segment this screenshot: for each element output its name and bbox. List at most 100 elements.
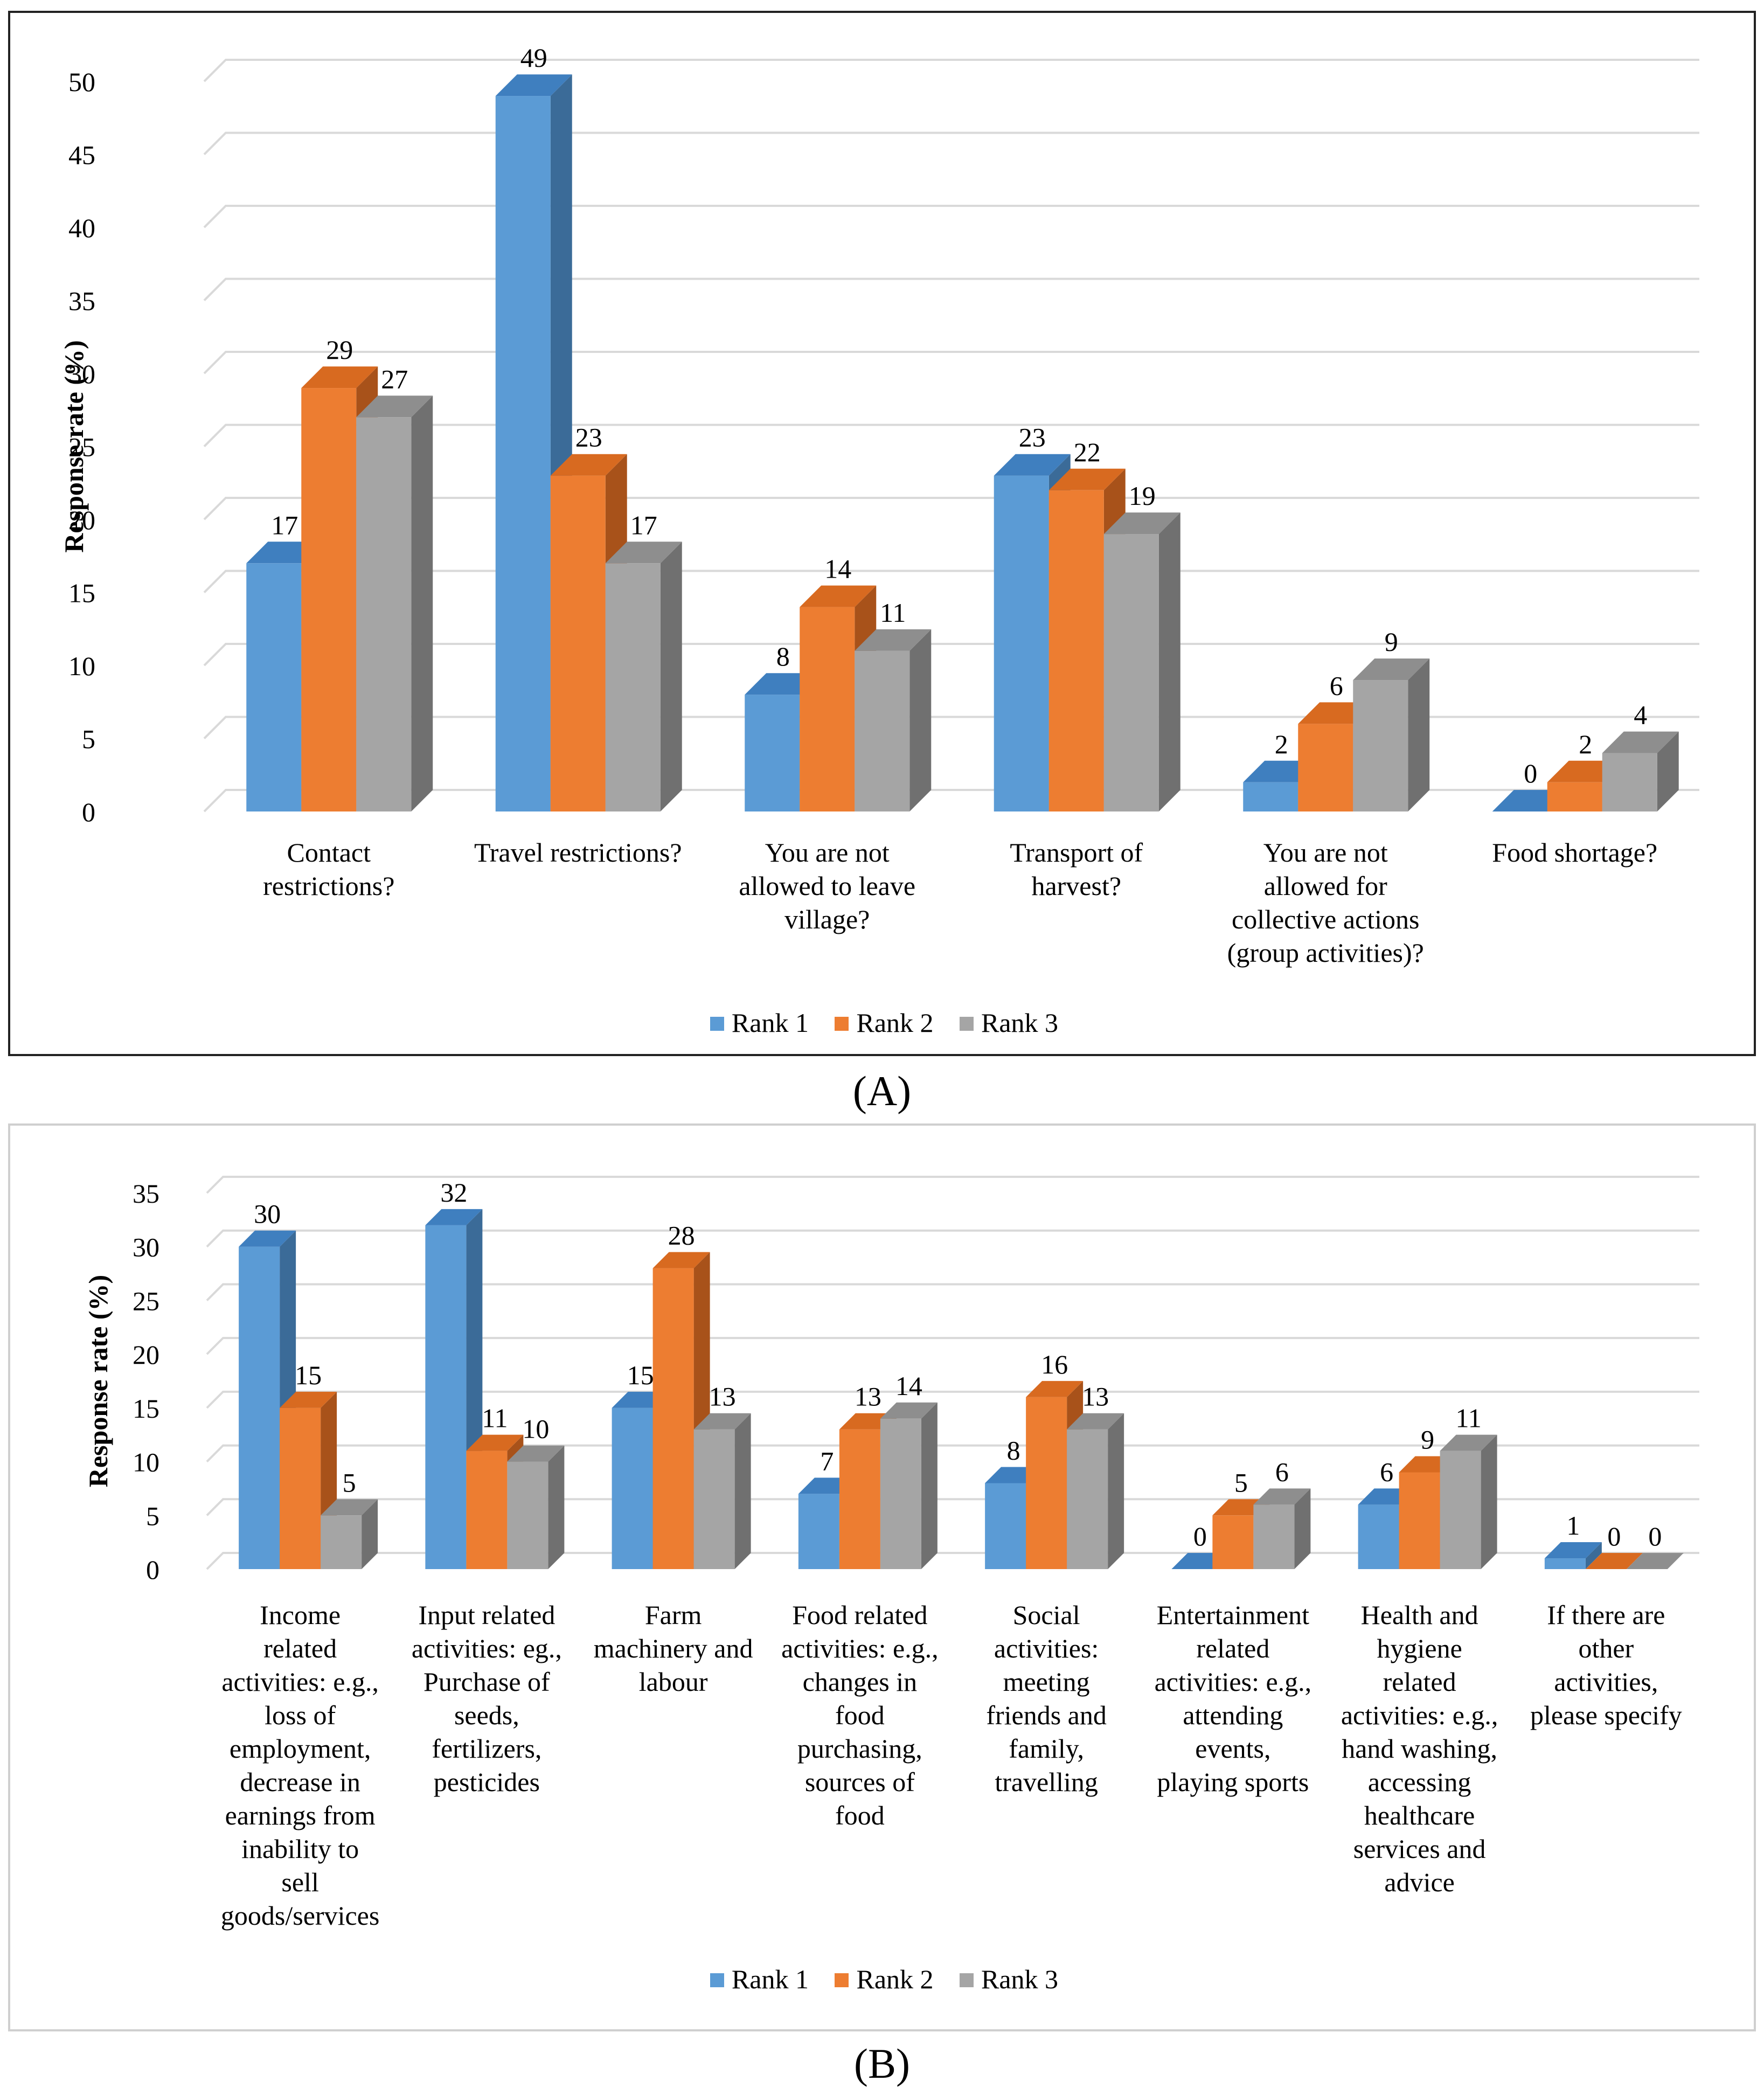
x-category-label: purchasing, [797, 1733, 922, 1764]
data-label: 6 [1380, 1456, 1393, 1487]
y-tick-label: 35 [133, 1178, 159, 1209]
panel-label-b: (B) [854, 2040, 910, 2087]
bar-top [1026, 1381, 1084, 1397]
gridline [203, 789, 1699, 813]
legend-label: Rank 2 [856, 1008, 934, 1038]
data-label: 8 [1007, 1435, 1020, 1465]
data-label: 1 [1566, 1510, 1580, 1541]
x-category-label: activities, [1554, 1667, 1658, 1697]
data-label: 15 [295, 1360, 322, 1390]
chart-a-legend: Rank 1 Rank 2 Rank 3 [10, 1007, 1758, 1038]
bar-side [734, 1413, 751, 1569]
x-category-label: Food shortage? [1492, 837, 1657, 868]
y-tick-label: 50 [68, 67, 95, 97]
legend-swatch-rank2 [835, 1016, 849, 1031]
y-tick-label: 35 [68, 286, 95, 316]
bar-side [660, 542, 682, 811]
gridline [206, 1176, 1699, 1194]
data-label: 10 [522, 1414, 549, 1444]
x-category-label: travelling [995, 1767, 1098, 1797]
chart-panel-b: 0 5 10 15 20 25 30 35 Response rate (%) 30 15 5 Inco… [8, 1123, 1756, 2031]
bar-side [921, 1402, 937, 1569]
data-label: 23 [1019, 422, 1046, 453]
data-label: 2 [1579, 729, 1592, 759]
bar [301, 388, 357, 811]
data-label: 19 [1129, 481, 1156, 511]
bar [356, 417, 412, 811]
gridline [206, 1337, 1699, 1355]
y-tick-label: 30 [133, 1232, 159, 1262]
bar-top [425, 1209, 483, 1225]
x-category-label: harvest? [1031, 871, 1121, 901]
legend-label: Rank 3 [981, 1008, 1059, 1038]
bar-top [800, 585, 877, 607]
x-category-label: related [1196, 1633, 1269, 1663]
gridline [206, 1390, 1699, 1409]
x-category-label: employment, [230, 1733, 371, 1764]
x-category-label: services and [1353, 1834, 1486, 1864]
bar-top [1626, 1553, 1684, 1569]
bar [466, 1451, 508, 1569]
bar-side [1294, 1488, 1311, 1569]
bar-top [880, 1402, 937, 1419]
chart-panel-a: 0 5 10 15 20 25 30 35 40 45 50 Response rate (%) 17 2… [8, 11, 1756, 1056]
x-category-label: Travel restrictions? [474, 837, 682, 868]
x-category-label: decrease in [240, 1767, 360, 1797]
bar [1547, 782, 1602, 811]
bar-side [909, 629, 932, 811]
legend-swatch-rank3 [960, 1973, 974, 1987]
data-label: 8 [776, 641, 790, 671]
x-category-label: allowed to leave [739, 871, 915, 901]
x-category-label: changes in [803, 1667, 917, 1697]
bar [693, 1429, 735, 1569]
x-category-label: activities: [994, 1633, 1099, 1663]
data-label: 49 [520, 43, 547, 73]
gridline [206, 1283, 1699, 1301]
legend-item-rank3: Rank 3 [960, 1007, 1058, 1038]
bar [246, 563, 302, 811]
gridline [203, 59, 1699, 82]
x-category-label: Farm [645, 1600, 702, 1630]
bar-top [321, 1499, 378, 1516]
bar [1544, 1558, 1586, 1569]
data-label: 17 [271, 510, 298, 540]
bar-side [362, 1499, 378, 1569]
x-category-label: machinery and [594, 1633, 753, 1663]
data-label: 0 [1193, 1521, 1207, 1551]
bar-side [1158, 512, 1180, 811]
data-label: 2 [1275, 729, 1288, 759]
y-tick-label: 10 [68, 651, 95, 681]
data-label: 28 [668, 1220, 695, 1251]
data-label: 9 [1385, 627, 1398, 657]
bar-side [548, 1445, 565, 1569]
bar [994, 475, 1049, 811]
data-label: 6 [1330, 670, 1343, 700]
legend-label: Rank 3 [981, 1964, 1059, 1994]
x-category-label: activities: e.g., [221, 1667, 379, 1697]
bar-top [1048, 468, 1126, 490]
x-category-label: seeds, [454, 1700, 519, 1730]
y-tick-label: 20 [133, 1340, 159, 1370]
y-tick-label: 45 [68, 140, 95, 170]
y-tick-label: 40 [68, 213, 95, 243]
bar [839, 1429, 880, 1569]
x-category-label: earnings from [225, 1800, 376, 1830]
x-category-label: activities: e.g., [1155, 1667, 1312, 1697]
y-tick-label: 5 [146, 1501, 159, 1531]
data-label: 17 [630, 510, 657, 540]
bar [605, 563, 661, 811]
bar-top [280, 1391, 337, 1408]
bar [1253, 1504, 1295, 1569]
bar-top [550, 454, 627, 476]
y-tick-label: 25 [68, 432, 95, 462]
x-category-label: sell [281, 1867, 318, 1897]
bar-top [1602, 731, 1679, 753]
x-category-label: hand washing, [1342, 1733, 1497, 1764]
x-category-label: pesticides [434, 1767, 540, 1797]
data-label: 0 [1524, 758, 1537, 788]
x-category-label: Input related [418, 1600, 555, 1630]
gridline [206, 1444, 1699, 1462]
x-category-label: attending [1183, 1700, 1283, 1730]
x-category-label: loss of [265, 1700, 336, 1730]
y-tick-label: 15 [68, 578, 95, 608]
